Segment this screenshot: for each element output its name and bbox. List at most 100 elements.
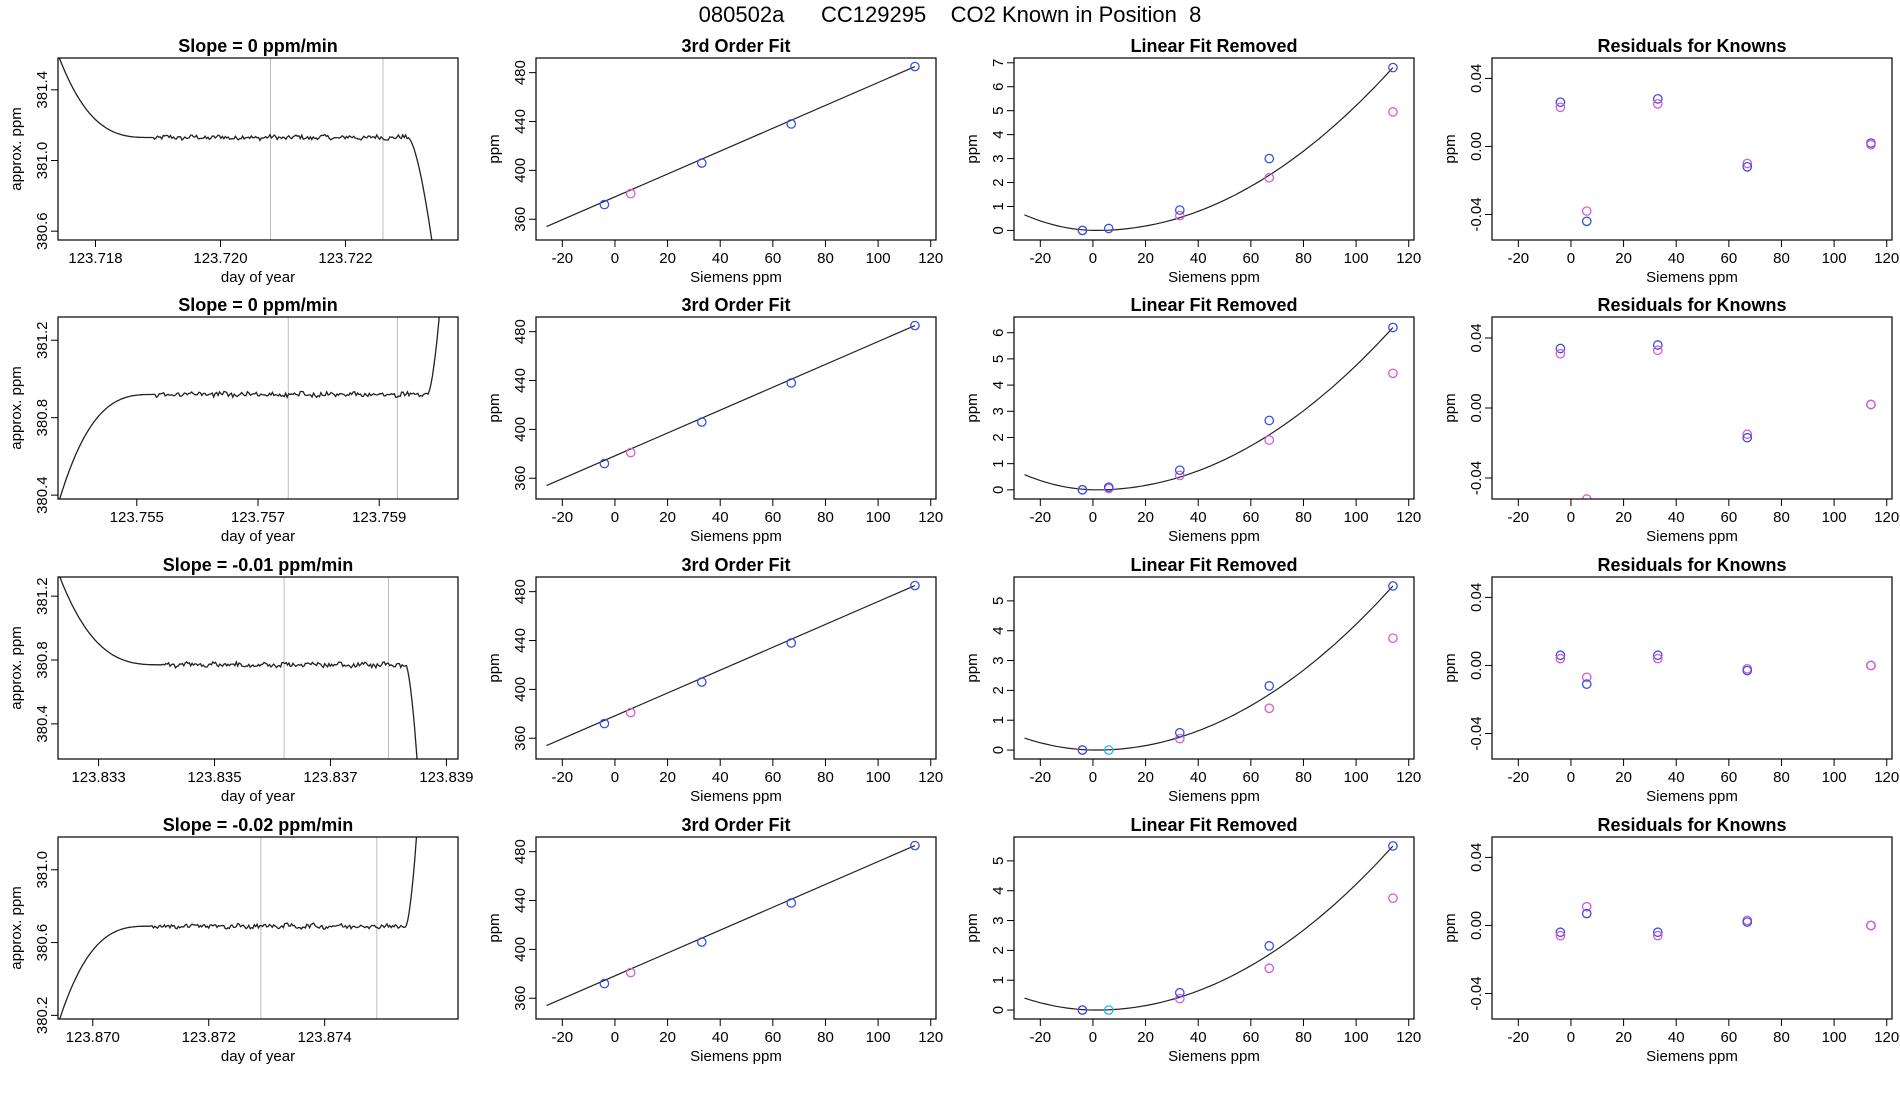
y-tick-label: 381.4 (34, 71, 51, 109)
x-tick-label: 120 (1874, 250, 1899, 267)
data-point-blue (910, 580, 920, 591)
x-tick-label: 120 (1396, 250, 1421, 267)
data-point-blue (786, 119, 797, 129)
x-tick-label: 60 (1242, 509, 1259, 526)
data-point-blue (1103, 223, 1114, 234)
data-point-magenta (1581, 901, 1592, 912)
chart-panel-fit3: 3rd Order Fit -20 0 20 40 60 80 100 120 360 400 440… (486, 555, 943, 805)
x-tick-label: 80 (817, 250, 834, 267)
plot-frame (535, 576, 937, 760)
chart-title: Residuals for Knowns (1597, 36, 1786, 56)
x-tick-label: 60 (1242, 1029, 1259, 1046)
plot-area (546, 320, 920, 487)
data-point-magenta (1581, 672, 1592, 683)
y-tick-label: 3 (990, 407, 1007, 415)
plot-area (1555, 340, 1876, 499)
x-tick-label: 20 (659, 1029, 676, 1046)
data-point-blue (1581, 908, 1592, 919)
data-point-blue (1652, 927, 1663, 938)
y-tick-label: 2 (990, 433, 1007, 441)
data-point-blue (696, 417, 707, 427)
y-axis-label: ppm (964, 913, 981, 942)
data-point-blue (1264, 681, 1275, 691)
data-trace-line (58, 58, 433, 240)
y-tick-label: 0 (990, 1006, 1007, 1014)
data-point-blue (1264, 153, 1275, 164)
y-tick-label: 380.4 (34, 705, 51, 743)
x-axis-label: Siemens ppm (1168, 788, 1260, 805)
plot-area (59, 577, 418, 759)
x-tick-label: 80 (1295, 250, 1312, 267)
data-point-blue (1742, 665, 1753, 676)
data-point-magenta (1174, 733, 1185, 744)
data-point-blue (1264, 415, 1275, 426)
y-tick-label: 381.2 (34, 577, 51, 615)
x-tick-label: 20 (1615, 250, 1632, 267)
y-axis-label: ppm (964, 393, 981, 422)
x-tick-label: 60 (1720, 769, 1737, 786)
x-tick-label: 123.722 (318, 250, 372, 267)
data-point-magenta (1555, 102, 1566, 113)
data-point-magenta (1264, 703, 1275, 714)
y-tick-label: 400 (512, 937, 529, 962)
data-point-blue (1077, 484, 1088, 495)
y-tick-label: 4 (990, 887, 1007, 895)
plot-frame (535, 836, 937, 1020)
plot-area (58, 58, 433, 240)
data-trace-line (59, 317, 440, 499)
x-tick-label: 20 (1615, 509, 1632, 526)
y-tick-label: 381.2 (34, 321, 51, 359)
data-point-cyan (1103, 1005, 1114, 1015)
x-tick-label: 40 (1190, 1029, 1207, 1046)
y-tick-label: 380.6 (34, 212, 51, 250)
data-point-magenta (1742, 158, 1753, 169)
y-tick-label: 3 (990, 916, 1007, 924)
x-axis-label: day of year (221, 528, 295, 545)
chart-panel-timeseries: Slope = 0 ppm/min 123.718 123.720 123.722 38… (8, 36, 459, 286)
data-point-magenta (1652, 930, 1663, 941)
y-tick-label: 0.00 (1468, 911, 1485, 940)
x-tick-label: 80 (1773, 769, 1790, 786)
x-tick-label: 123.720 (193, 250, 247, 267)
y-tick-label: 2 (990, 178, 1007, 186)
chart-panel-linfit: Linear Fit Removed -20 0 20 40 60 80 100 120 0 1 2 3… (964, 36, 1421, 286)
x-tick-label: 123.833 (71, 769, 125, 786)
x-tick-label: -20 (551, 250, 573, 267)
x-tick-label: 100 (866, 769, 891, 786)
plot-frame (57, 316, 459, 500)
data-point-blue (599, 458, 610, 469)
chart-title: Slope = 0 ppm/min (178, 295, 338, 315)
x-tick-label: 60 (764, 1029, 781, 1046)
plot-frame (1013, 836, 1415, 1020)
y-tick-label: 1 (990, 459, 1007, 467)
x-tick-label: 80 (1295, 509, 1312, 526)
y-tick-label: 0 (990, 226, 1007, 234)
chart-panel-resid: Residuals for Knowns -20 0 20 40 60 80 100 120 -0… (1442, 295, 1899, 545)
data-point-blue (1581, 679, 1592, 690)
x-tick-label: 80 (817, 769, 834, 786)
x-tick-label: -20 (1029, 250, 1051, 267)
x-tick-label: 20 (1137, 250, 1154, 267)
plot-frame (1013, 576, 1415, 760)
y-tick-label: 6 (990, 83, 1007, 91)
y-tick-label: 400 (512, 677, 529, 702)
data-point-magenta (625, 707, 636, 718)
data-point-magenta (625, 188, 636, 199)
plot-frame (1013, 316, 1415, 500)
x-tick-label: 20 (659, 769, 676, 786)
y-axis-label: approx. ppm (8, 886, 25, 969)
y-tick-label: 360 (512, 466, 529, 491)
data-point-blue (786, 638, 797, 648)
page-title: 080502a CC129295 CO2 Known in Position 8 (698, 2, 1202, 27)
x-tick-label: 100 (1822, 509, 1847, 526)
x-tick-label: 60 (1242, 769, 1259, 786)
chart-title: Linear Fit Removed (1130, 36, 1297, 56)
x-tick-label: -20 (1029, 769, 1051, 786)
y-axis-label: ppm (1442, 134, 1459, 163)
x-tick-label: 40 (1190, 769, 1207, 786)
x-tick-label: 40 (1668, 1029, 1685, 1046)
x-tick-label: -20 (551, 509, 573, 526)
data-point-magenta (1581, 206, 1592, 216)
y-axis-label: approx. ppm (8, 626, 25, 709)
x-tick-label: 20 (1137, 769, 1154, 786)
